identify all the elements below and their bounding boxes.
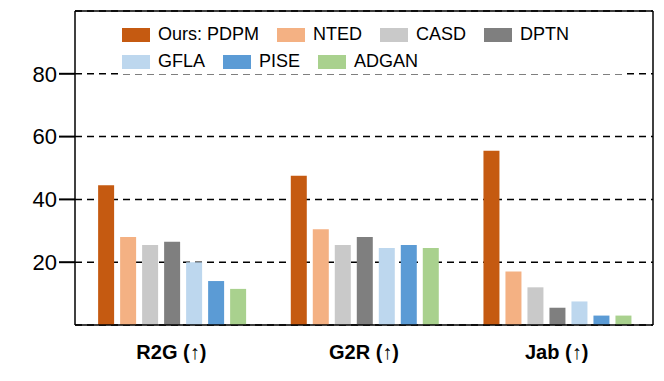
svg-text:G2R (↑): G2R (↑): [329, 341, 399, 363]
html-text:ADGAN: ADGAN: [354, 51, 419, 71]
svg-text:Jab (↑): Jab (↑): [525, 341, 588, 363]
html-text:DPTN: DPTN: [520, 24, 569, 44]
html-text:Ours: PDPM: Ours: PDPM: [158, 24, 259, 44]
svg-text:20: 20: [33, 250, 57, 275]
svg-text:80: 80: [33, 62, 57, 87]
svg-text:60: 60: [33, 124, 57, 149]
svg-text:R2G (↑): R2G (↑): [136, 341, 206, 363]
html-text:NTED: NTED: [313, 24, 362, 44]
html-text:PISE: PISE: [259, 51, 300, 71]
html-text:GFLA: GFLA: [158, 51, 205, 71]
html-text:CASD: CASD: [416, 24, 466, 44]
svg-text:40: 40: [33, 187, 57, 212]
